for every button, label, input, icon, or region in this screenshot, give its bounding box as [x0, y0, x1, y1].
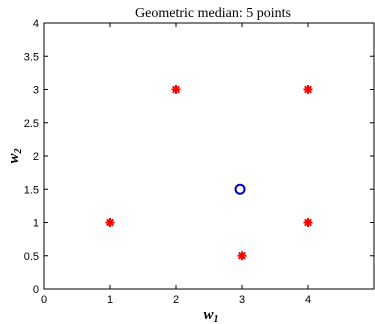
- y-axis: 0 0.5 1 1.5 2 2.5 3 3.5 4: [24, 18, 374, 296]
- y-tick-label: 3.5: [24, 51, 39, 63]
- y-tick-label: 2.5: [24, 118, 39, 130]
- x-tick-label: 0: [41, 294, 47, 306]
- x-tick-label: 4: [305, 294, 311, 306]
- y-tick-label: 2: [33, 151, 39, 163]
- y-tick-label: 4: [33, 18, 39, 30]
- chart-title: Geometric median: 5 points: [135, 6, 291, 21]
- x-axis-label: w1: [203, 307, 218, 324]
- data-point-circle: [234, 183, 246, 195]
- y-axis-label: w2: [6, 148, 24, 163]
- data-point-asterisk: [105, 218, 115, 227]
- data-marks: [105, 85, 313, 261]
- y-tick-label: 1: [33, 218, 39, 230]
- data-point-asterisk: [171, 85, 181, 94]
- x-tick-label: 2: [173, 294, 179, 306]
- data-point-asterisk: [303, 85, 313, 94]
- data-point-asterisk: [303, 218, 313, 227]
- plot-area: [43, 22, 375, 290]
- x-tick-label: 3: [239, 294, 245, 306]
- x-axis: 0 1 2 3 4: [41, 23, 311, 306]
- y-tick-label: 0: [33, 284, 39, 296]
- y-tick-label: 3: [33, 85, 39, 97]
- x-tick-label: 1: [107, 294, 113, 306]
- y-tick-label: 1.5: [24, 184, 39, 196]
- y-tick-label: 0.5: [24, 251, 39, 263]
- data-point-asterisk: [237, 251, 247, 261]
